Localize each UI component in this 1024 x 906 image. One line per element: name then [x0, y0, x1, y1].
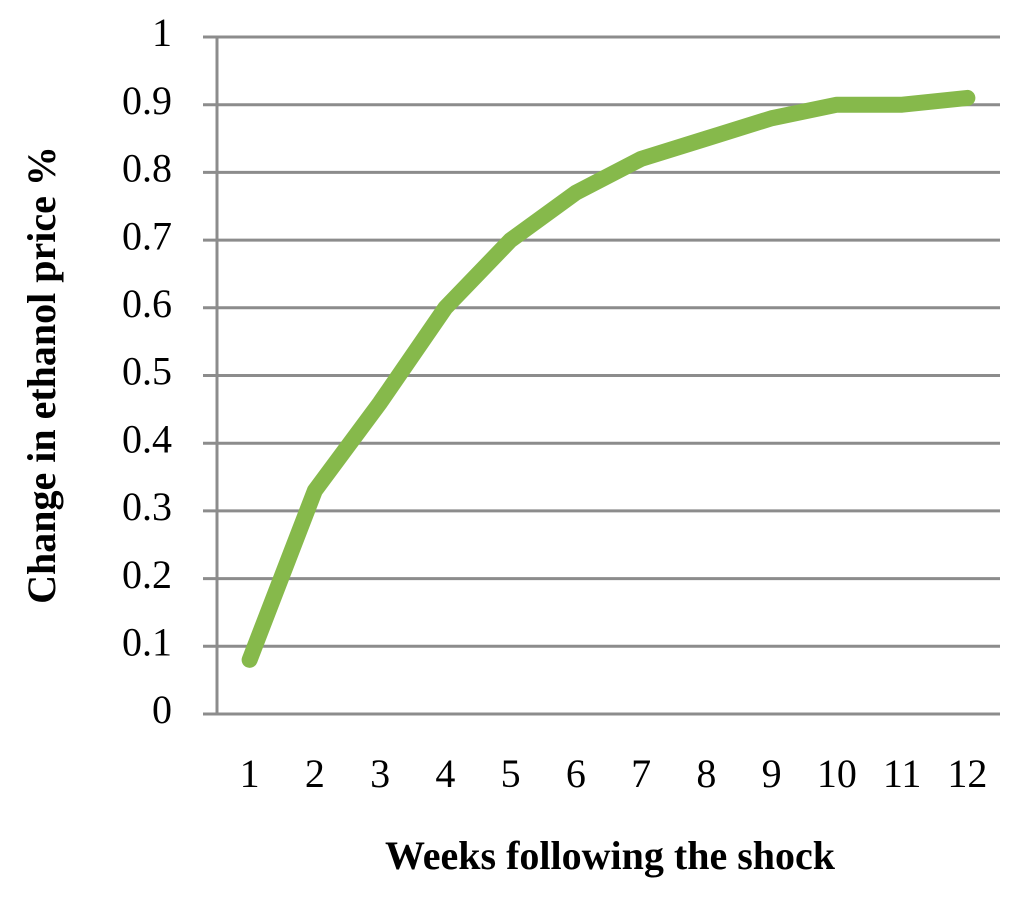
y-tick-label: 0.4 [122, 416, 172, 461]
x-axis-title: Weeks following the shock [385, 833, 836, 878]
data-line [241, 89, 976, 668]
x-tick-label: 3 [370, 751, 390, 796]
y-tick-label: 0.1 [122, 619, 172, 664]
y-tick-label: 0.5 [122, 349, 172, 394]
y-tick-label: 0.8 [122, 146, 172, 191]
y-tick-label: 0.7 [122, 213, 172, 258]
y-tick-label: 0 [152, 687, 172, 732]
y-tick-label: 0.6 [122, 281, 172, 326]
y-axis-title: Change in ethanol price % [19, 146, 64, 604]
x-tick-label: 11 [883, 751, 922, 796]
x-tick-label: 9 [762, 751, 782, 796]
x-tick-label: 12 [947, 751, 987, 796]
x-tick-label: 8 [696, 751, 716, 796]
x-tick-label: 10 [817, 751, 857, 796]
y-tick-label: 0.3 [122, 484, 172, 529]
x-tick-label: 1 [240, 751, 260, 796]
y-tick-label: 0.9 [122, 78, 172, 123]
x-tick-label: 5 [501, 751, 521, 796]
x-tick-label: 6 [566, 751, 586, 796]
x-tick-label: 2 [305, 751, 325, 796]
y-tick-label: 1 [152, 10, 172, 55]
y-tick-label: 0.2 [122, 552, 172, 597]
x-tick-label: 7 [631, 751, 651, 796]
x-tick-label: 4 [435, 751, 455, 796]
